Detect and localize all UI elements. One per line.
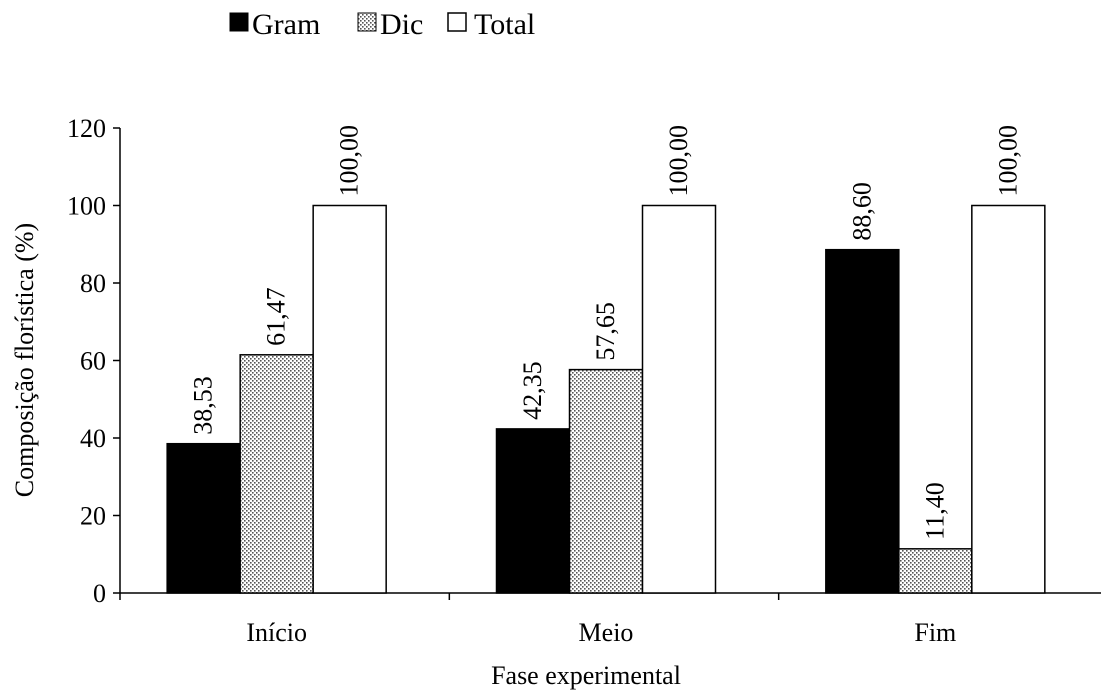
legend-label-total: Total	[474, 8, 535, 41]
legend: Gram Dic Total	[229, 8, 535, 41]
bar-value-label: 100,00	[664, 125, 693, 197]
bar-value-label: 11,40	[920, 482, 949, 540]
y-tick-label: 120	[67, 114, 106, 143]
legend-item-total: Total	[447, 8, 535, 41]
bar-value-label: 61,47	[262, 287, 291, 346]
bar-total-1	[312, 204, 387, 594]
y-axis-ticks: 0 20 40 60 80 100 120	[67, 114, 120, 608]
y-tick-label: 40	[80, 424, 106, 453]
bar-value-label: 42,35	[518, 361, 547, 420]
legend-swatch-gram	[229, 12, 249, 32]
bar-total-3	[971, 204, 1046, 594]
bar-value-label: 88,60	[847, 182, 876, 241]
bar-gram-2	[495, 428, 571, 594]
y-tick-label: 20	[80, 502, 106, 531]
bar-value-labels: 38,53 61,47 100,00 42,35 57,65 100,00 88,60 11,…	[189, 125, 1023, 540]
y-tick-label: 60	[80, 347, 106, 376]
x-axis-title: Fase experimental	[491, 661, 681, 690]
y-tick-label: 80	[80, 269, 106, 298]
legend-label-gram: Gram	[252, 8, 320, 41]
bars	[166, 204, 1046, 594]
legend-swatch-total	[447, 12, 467, 32]
y-tick-label: 100	[67, 192, 106, 221]
bar-dic-3	[898, 548, 973, 594]
bar-gram-1	[166, 442, 241, 594]
bar-value-label: 100,00	[335, 125, 364, 197]
bar-value-label: 100,00	[993, 125, 1022, 196]
bar-total-2	[641, 204, 717, 594]
x-tick-label: Início	[246, 618, 307, 647]
bar-value-label: 57,65	[591, 302, 620, 361]
x-axis-ticks: Início Meio Fim	[119, 593, 956, 647]
legend-item-gram: Gram	[229, 8, 320, 41]
y-tick-label: 0	[93, 579, 106, 608]
legend-swatch-dic	[357, 12, 377, 32]
bar-dic-1	[239, 354, 314, 594]
legend-label-dic: Dic	[380, 8, 423, 41]
x-tick-label: Fim	[914, 618, 956, 647]
legend-item-dic: Dic	[357, 8, 423, 41]
bar-dic-2	[568, 368, 644, 594]
bar-gram-3	[825, 248, 900, 594]
y-axis-title: Composição florística (%)	[10, 223, 39, 497]
x-tick-label: Meio	[579, 618, 634, 647]
bar-value-label: 38,53	[189, 376, 218, 435]
